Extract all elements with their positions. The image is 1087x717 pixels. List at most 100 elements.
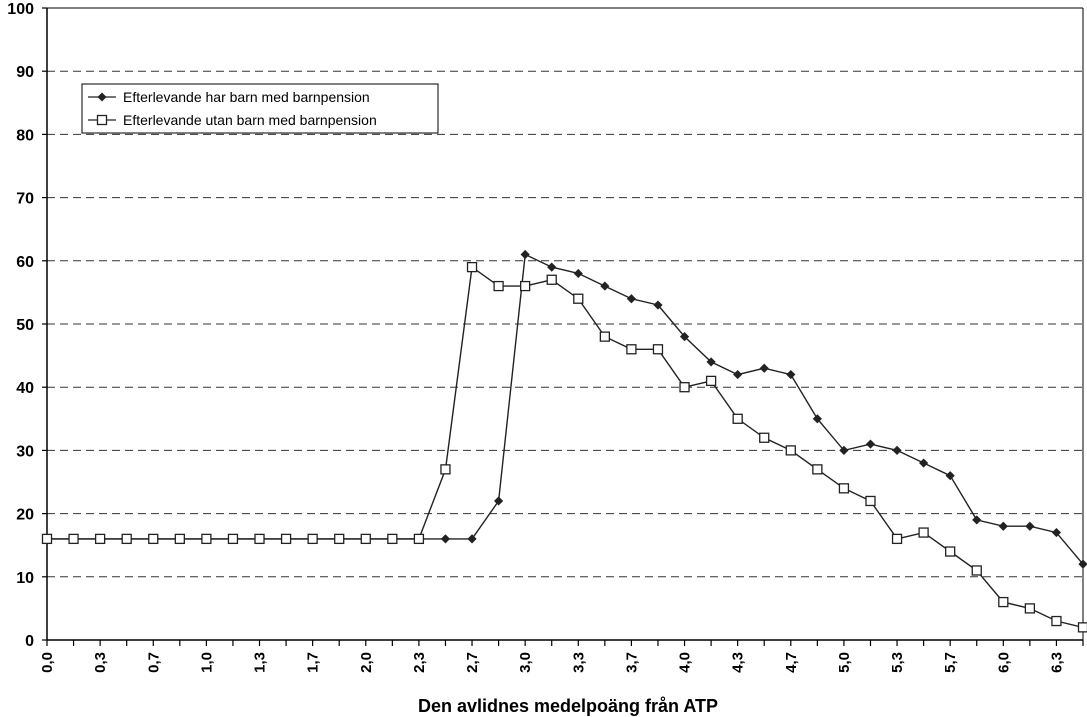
series-1-point bbox=[919, 458, 929, 468]
x-tick-label: 1,3 bbox=[252, 652, 269, 673]
series-2-point bbox=[1077, 622, 1087, 633]
series-2-point bbox=[440, 464, 451, 475]
x-tick-label: 3,7 bbox=[623, 652, 640, 673]
series-2-point bbox=[652, 344, 664, 355]
series-1-point bbox=[440, 534, 451, 544]
y-tick-label: 10 bbox=[16, 570, 34, 587]
series-1-point bbox=[786, 369, 796, 380]
series-2-point bbox=[1024, 603, 1036, 614]
gridlines bbox=[47, 70, 1083, 578]
series-2-point bbox=[1051, 615, 1062, 627]
x-tick-label: 0,7 bbox=[145, 652, 162, 673]
x-tick-label: 5,3 bbox=[889, 652, 906, 673]
series-1-point bbox=[653, 300, 663, 310]
x-tick-label: 0,0 bbox=[39, 652, 56, 673]
series-1-point bbox=[520, 249, 530, 260]
series-2-point bbox=[945, 546, 956, 557]
x-tick-label: 4,7 bbox=[783, 652, 800, 673]
x-tick-label: 2,0 bbox=[358, 652, 375, 673]
x-tick-label: 1,0 bbox=[198, 652, 215, 673]
legend-box bbox=[81, 83, 439, 134]
series-2-point bbox=[413, 533, 425, 545]
series-2-point bbox=[785, 445, 796, 456]
y-tick-label: 0 bbox=[25, 633, 34, 650]
x-tick-label: 2,7 bbox=[464, 652, 481, 673]
series-2-point bbox=[812, 464, 823, 475]
series-2-point bbox=[732, 413, 743, 424]
series-1-point bbox=[706, 357, 716, 367]
series-1-point bbox=[626, 294, 637, 304]
series-1-point bbox=[547, 262, 557, 272]
x-tick-label: 3,3 bbox=[570, 652, 587, 673]
series-2-point bbox=[891, 533, 903, 545]
series-1-point bbox=[998, 521, 1008, 531]
series-2-point bbox=[705, 375, 717, 387]
series-2-point bbox=[865, 495, 876, 507]
series-1-point bbox=[573, 268, 583, 279]
series-1-point bbox=[1051, 527, 1062, 538]
series-1-point bbox=[945, 471, 955, 481]
series-2-point bbox=[174, 533, 185, 545]
series-1-point bbox=[892, 445, 902, 455]
series-1-line bbox=[47, 253, 1084, 565]
y-tick-label: 20 bbox=[16, 507, 34, 524]
series-2-point bbox=[201, 533, 212, 545]
y-tick-label: 100 bbox=[7, 1, 34, 18]
series-2-point bbox=[679, 382, 690, 393]
series-1-point bbox=[600, 281, 610, 291]
series-2-point bbox=[41, 533, 53, 545]
x-tick-label: 3,0 bbox=[517, 652, 534, 673]
series-2-point bbox=[360, 533, 371, 545]
series-2-point bbox=[759, 432, 770, 443]
series-2-point bbox=[94, 533, 106, 545]
series-1-point bbox=[812, 414, 822, 424]
series-1-point bbox=[493, 496, 504, 506]
series-2-point bbox=[998, 596, 1009, 608]
series-2-point bbox=[466, 261, 478, 273]
legend: Efterlevande har barn med barnpension Ef… bbox=[81, 83, 439, 134]
series-1-point bbox=[865, 439, 876, 449]
legend-marker-diamond bbox=[97, 92, 107, 102]
series-2-point bbox=[334, 533, 345, 545]
series-2-line bbox=[47, 265, 1084, 629]
y-tick-label: 90 bbox=[16, 64, 34, 81]
series-2-point bbox=[227, 533, 239, 545]
y-tick-label: 30 bbox=[16, 443, 34, 460]
series-2-point bbox=[148, 533, 159, 545]
series-2-point bbox=[971, 565, 982, 576]
x-axis-title: Den avlidnes medelpoäng från ATP bbox=[418, 696, 718, 716]
x-tick-label: 4,0 bbox=[677, 652, 694, 673]
legend-label-series-1: Efterlevande har barn med barnpension bbox=[123, 89, 370, 105]
y-tick-label: 70 bbox=[16, 191, 34, 208]
x-tick-label: 1,7 bbox=[305, 652, 322, 673]
series-1-point bbox=[1078, 559, 1087, 569]
y-tick-label: 80 bbox=[16, 127, 34, 144]
series-2-point bbox=[599, 331, 610, 342]
y-tick-label: 60 bbox=[16, 254, 34, 271]
series-2-point bbox=[68, 533, 79, 545]
x-tick-label: 0,3 bbox=[92, 652, 109, 673]
series-2-point bbox=[254, 533, 265, 545]
x-tick-label: 5,0 bbox=[836, 652, 853, 673]
x-tick-label: 2,3 bbox=[411, 652, 428, 673]
x-tick-label: 6,3 bbox=[1048, 652, 1065, 673]
series-1-point bbox=[467, 534, 477, 544]
legend-marker-square bbox=[96, 114, 108, 126]
series-2-point bbox=[307, 533, 318, 545]
y-tick-label: 40 bbox=[16, 380, 34, 397]
series-1-point bbox=[759, 363, 769, 373]
legend-label-series-2: Efterlevande utan barn med barnpension bbox=[123, 112, 377, 128]
series-1-point bbox=[839, 445, 849, 455]
series-1-point bbox=[679, 332, 690, 342]
series-2-point bbox=[838, 483, 850, 494]
series-1-point bbox=[1025, 521, 1035, 531]
series-2-point bbox=[918, 527, 929, 538]
y-axis-ticks: 0 10 20 30 40 50 60 70 80 90 100 bbox=[7, 1, 47, 650]
series-1-point bbox=[733, 369, 743, 380]
y-tick-label: 50 bbox=[16, 317, 34, 334]
series-2-point bbox=[280, 533, 292, 545]
x-tick-label: 6,0 bbox=[995, 652, 1012, 673]
series-layer bbox=[41, 249, 1087, 633]
x-axis-ticks: 0,0 0,3 0,7 1,0 1,3 1,7 2,0 2,3 2,7 3,0 3,3 3,7 4,0 4… bbox=[39, 640, 1084, 673]
